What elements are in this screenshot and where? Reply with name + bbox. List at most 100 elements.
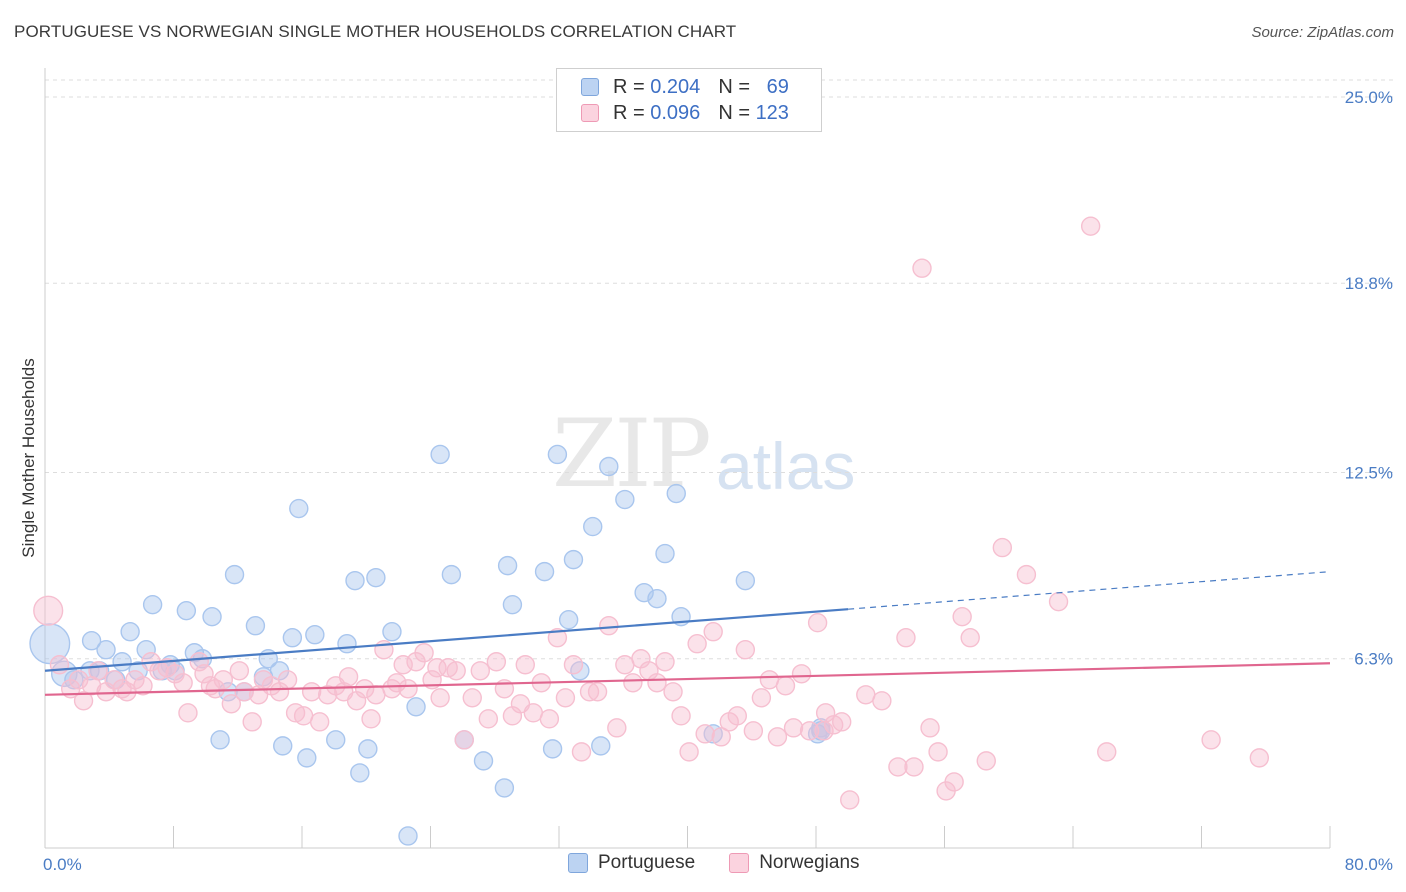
data-point-norwegians bbox=[178, 703, 198, 723]
data-point-norwegians bbox=[555, 688, 576, 708]
source-label: Source: ZipAtlas.com bbox=[1251, 24, 1394, 41]
data-point-norwegians bbox=[783, 718, 804, 738]
data-point-portuguese bbox=[337, 634, 357, 654]
data-point-portuguese bbox=[136, 640, 156, 660]
data-point-norwegians bbox=[173, 673, 193, 693]
legend-swatch-portuguese bbox=[581, 78, 599, 96]
data-point-portuguese bbox=[81, 631, 102, 651]
data-point-portuguese bbox=[326, 730, 346, 750]
legend-n-label: N = bbox=[718, 101, 750, 124]
data-point-norwegians bbox=[430, 688, 450, 708]
data-point-norwegians bbox=[293, 706, 314, 726]
y-axis-label: Single Mother Households bbox=[19, 358, 38, 557]
data-point-portuguese bbox=[282, 628, 303, 648]
data-point-norwegians bbox=[775, 676, 796, 696]
data-point-portuguese bbox=[547, 444, 568, 465]
data-point-portuguese bbox=[591, 736, 611, 756]
data-point-norwegians bbox=[896, 628, 916, 648]
data-point-norwegians bbox=[427, 658, 447, 678]
data-point-norwegians bbox=[1080, 216, 1101, 236]
data-point-norwegians bbox=[1249, 748, 1270, 768]
data-point-norwegians bbox=[872, 691, 892, 711]
data-point-norwegians bbox=[791, 664, 812, 684]
data-point-norwegians bbox=[33, 595, 64, 626]
data-point-norwegians bbox=[194, 664, 214, 684]
data-point-norwegians bbox=[647, 673, 667, 693]
data-point-norwegians bbox=[571, 742, 592, 762]
x-tick-label-max: 80.0% bbox=[1345, 855, 1393, 874]
data-point-portuguese bbox=[120, 622, 140, 642]
data-point-norwegians bbox=[414, 643, 434, 663]
data-point-portuguese bbox=[358, 739, 378, 759]
legend-n-label: N = bbox=[718, 75, 750, 98]
data-point-norwegians bbox=[832, 712, 852, 732]
data-point-norwegians bbox=[687, 634, 707, 654]
data-point-norwegians bbox=[807, 613, 828, 633]
data-point-portuguese bbox=[96, 640, 116, 660]
bottom-legend-portuguese: Portuguese bbox=[568, 852, 695, 874]
data-point-portuguese bbox=[210, 730, 230, 750]
data-point-portuguese bbox=[615, 489, 635, 510]
data-point-portuguese bbox=[273, 736, 293, 756]
data-point-portuguese bbox=[502, 594, 523, 615]
data-point-norwegians bbox=[912, 258, 932, 278]
data-point-portuguese bbox=[430, 444, 450, 465]
data-point-norwegians bbox=[361, 709, 381, 729]
data-point-norwegians bbox=[354, 679, 375, 699]
data-point-norwegians bbox=[743, 721, 764, 741]
trend-lines bbox=[44, 571, 1331, 696]
data-point-norwegians bbox=[767, 727, 788, 747]
data-point-portuguese bbox=[142, 594, 163, 615]
data-point-portuguese bbox=[655, 543, 675, 564]
data-point-norwegians bbox=[1201, 730, 1221, 750]
data-point-norwegians bbox=[663, 682, 683, 702]
data-point-norwegians bbox=[992, 537, 1013, 558]
data-point-norwegians bbox=[920, 718, 940, 738]
y-tick-label: 12.5% bbox=[1345, 464, 1393, 483]
data-point-portuguese bbox=[558, 609, 579, 630]
bottom-legend-swatch-portuguese bbox=[568, 853, 588, 873]
data-point-norwegians bbox=[454, 730, 474, 750]
data-point-norwegians bbox=[928, 742, 948, 762]
legend: R = 0.204 N = 69 R = 0.096 N = 123 bbox=[556, 68, 822, 132]
data-point-norwegians bbox=[539, 709, 560, 729]
bottom-legend-swatch-norwegians bbox=[729, 853, 750, 873]
gridlines bbox=[45, 79, 1395, 660]
legend-r-label: R = bbox=[613, 75, 645, 98]
series-portuguese bbox=[29, 444, 831, 846]
data-point-portuguese bbox=[345, 570, 365, 591]
data-point-norwegians bbox=[213, 670, 233, 690]
data-point-portuguese bbox=[666, 483, 686, 504]
data-point-portuguese bbox=[350, 763, 370, 783]
data-point-norwegians bbox=[73, 691, 94, 711]
y-tick-label: 25.0% bbox=[1345, 88, 1393, 107]
data-point-norwegians bbox=[221, 694, 242, 714]
data-point-norwegians bbox=[960, 628, 980, 648]
data-point-portuguese bbox=[382, 622, 402, 642]
data-point-norwegians bbox=[478, 709, 499, 729]
data-point-norwegians bbox=[301, 682, 322, 702]
data-point-norwegians bbox=[563, 655, 584, 675]
tick-labels: 6.3% 12.5% 18.8% 25.0% 0.0% 80.0% bbox=[43, 88, 1393, 874]
data-point-norwegians bbox=[366, 685, 386, 705]
data-point-norwegians bbox=[462, 688, 482, 708]
data-point-portuguese bbox=[599, 456, 619, 477]
data-point-portuguese bbox=[289, 498, 309, 519]
data-point-norwegians bbox=[944, 772, 964, 792]
legend-r-label: R = bbox=[613, 101, 645, 124]
data-point-norwegians bbox=[679, 742, 699, 762]
data-point-norwegians bbox=[671, 706, 691, 726]
trend-extension-portuguese bbox=[848, 571, 1331, 610]
data-point-norwegians bbox=[856, 685, 876, 705]
data-point-norwegians bbox=[470, 661, 490, 681]
data-point-norwegians bbox=[1048, 591, 1069, 612]
data-point-portuguese bbox=[305, 625, 325, 645]
data-point-norwegians bbox=[904, 757, 924, 777]
data-point-portuguese bbox=[245, 616, 266, 636]
data-point-norwegians bbox=[599, 616, 619, 636]
data-point-portuguese bbox=[406, 697, 426, 717]
data-point-portuguese bbox=[29, 623, 71, 665]
data-point-norwegians bbox=[189, 652, 209, 672]
data-point-norwegians bbox=[1097, 742, 1117, 762]
